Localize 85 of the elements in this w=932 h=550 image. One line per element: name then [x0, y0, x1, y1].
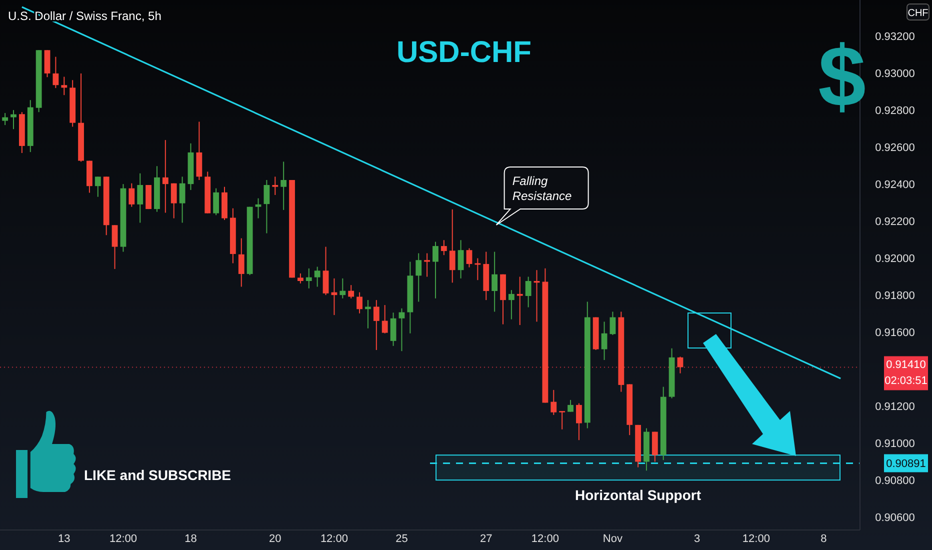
candlestick — [432, 241, 438, 299]
x-tick-label: 12:00 — [320, 533, 348, 545]
candlestick — [390, 312, 396, 346]
text: USD-CHF — [396, 36, 532, 69]
candlestick — [458, 240, 464, 279]
candlestick — [516, 276, 523, 326]
candlestick — [677, 356, 684, 374]
candlestick — [474, 258, 481, 281]
candlestick — [322, 246, 329, 296]
x-tick-label: 3 — [694, 533, 700, 545]
annotation: Falling Resistance — [512, 174, 572, 203]
candlestick — [2, 112, 8, 126]
candlestick — [348, 284, 354, 299]
y-tick-label: 0.93200 — [875, 31, 915, 44]
y-tick-label: 0.91800 — [875, 290, 915, 302]
candlestick — [128, 182, 135, 208]
y-tick-label: 0.92800 — [875, 105, 915, 118]
candlestick — [466, 248, 472, 268]
band-label: Horizontal Support — [575, 487, 702, 504]
candlestick — [382, 304, 388, 334]
candlestick — [576, 402, 582, 441]
candlestick — [170, 182, 177, 219]
candlestick — [508, 290, 514, 320]
candlestick — [94, 176, 101, 198]
candlestick — [365, 300, 371, 329]
candlestick — [306, 268, 312, 289]
annotation: LIKE and SUBSCRIBE — [84, 467, 232, 483]
candlestick — [424, 252, 430, 278]
candlestick — [44, 50, 50, 78]
y-tick-label: 0.93000 — [875, 68, 915, 80]
x-tick-label: Nov — [602, 533, 623, 545]
candlestick — [398, 308, 405, 352]
x-tick-label: 25 — [396, 533, 408, 545]
y-tick-label: 0.92000 — [875, 253, 915, 266]
x-tick-label: 27 — [480, 533, 492, 545]
candlestick — [272, 176, 278, 196]
ref-line-label: 0.91410 — [886, 359, 926, 372]
candlestick — [112, 224, 118, 270]
candlestick — [610, 311, 616, 336]
x-tick-label: 8 — [820, 533, 827, 545]
candlestick — [255, 198, 262, 219]
candlestick — [280, 161, 287, 210]
candlestick — [340, 278, 346, 299]
x-tick-label: 12:00 — [531, 533, 559, 545]
x-tick-label: 13 — [58, 533, 70, 545]
candlestick — [492, 251, 498, 312]
y-tick-label: 0.90600 — [875, 512, 915, 524]
candlestick — [416, 252, 422, 302]
candlestick — [298, 272, 304, 284]
candlestick — [525, 276, 532, 308]
x-tick-label: 18 — [184, 533, 197, 545]
candlestick — [440, 240, 447, 256]
candlestick — [179, 176, 186, 224]
y-tick-label: 0.92400 — [875, 179, 915, 192]
candlestick — [52, 56, 59, 89]
candlestick — [601, 321, 608, 360]
y-axis-title: CHF — [908, 8, 928, 19]
candlestick — [449, 208, 456, 284]
y-tick-label: 0.90800 — [875, 475, 915, 488]
y-tick-label: 0.91200 — [875, 401, 915, 414]
ref-line-label: 0.90891 — [886, 458, 926, 470]
candlestick — [137, 172, 144, 224]
candlestick — [10, 110, 16, 130]
candlestick — [61, 76, 68, 96]
speech-bubble: Falling Resistance — [496, 166, 589, 226]
candlestick — [213, 188, 220, 216]
candlestick — [356, 292, 362, 314]
x-tick-label: 12:00 — [742, 533, 770, 545]
candlestick — [264, 179, 270, 234]
candlestick — [314, 266, 320, 288]
candlestick — [652, 431, 658, 462]
y-tick-label: 0.91000 — [875, 438, 915, 450]
x-tick-label: 12:00 — [109, 533, 137, 545]
annotation: $ — [818, 29, 866, 125]
candlestick — [559, 410, 566, 430]
candlestick — [162, 140, 168, 214]
y-tick-label: 0.92200 — [875, 216, 915, 228]
candlestick — [550, 389, 557, 416]
text: 02:03:51 — [884, 375, 928, 387]
y-tick-label: 0.91600 — [875, 327, 915, 340]
candlestick — [568, 399, 574, 412]
y-tick-label: 0.92600 — [875, 142, 915, 154]
x-tick-label: 20 — [269, 533, 282, 545]
candlestick — [238, 238, 244, 288]
candlestick — [373, 300, 380, 351]
